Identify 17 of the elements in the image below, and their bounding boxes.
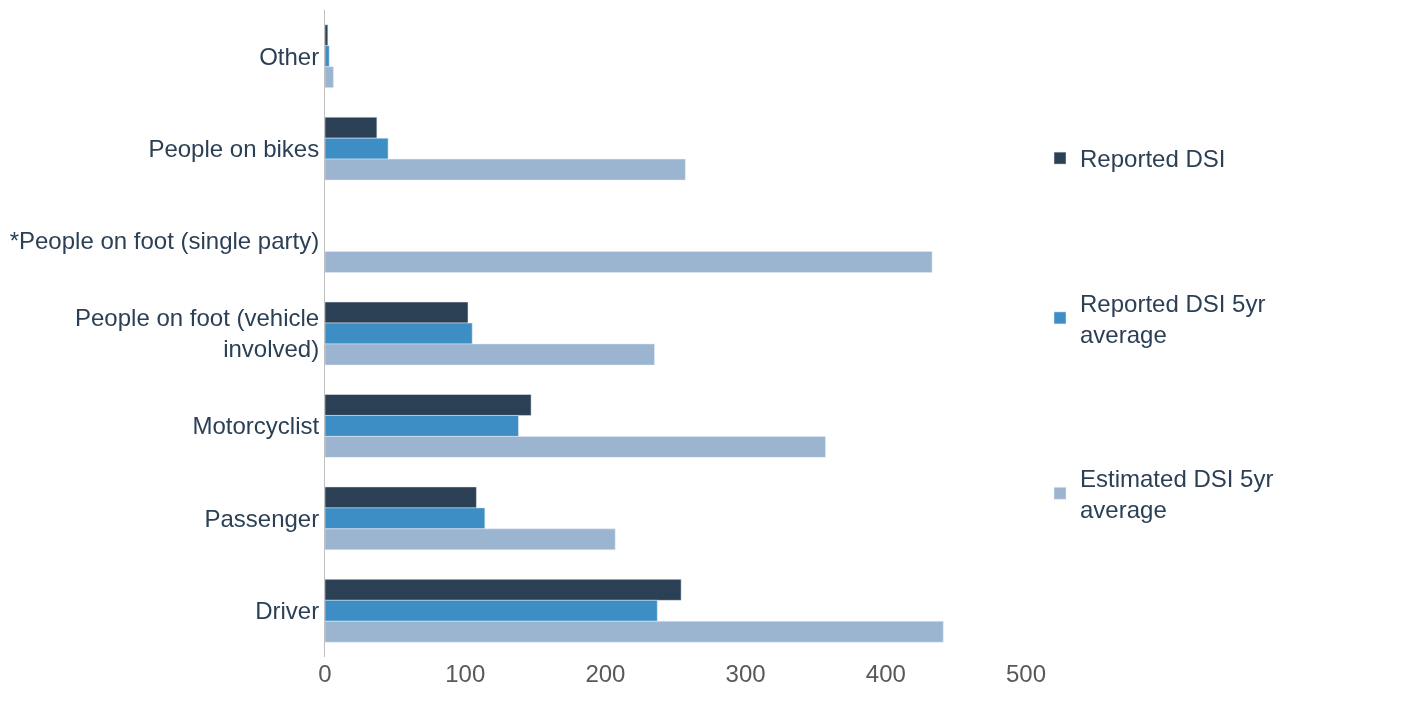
y-tick-label: *People on foot (single party) bbox=[9, 227, 320, 255]
x-tick-label: 500 bbox=[1005, 660, 1047, 687]
x-tick-label: 200 bbox=[585, 660, 626, 687]
x-tick-label: 0 bbox=[318, 660, 332, 687]
legend-label: Estimated DSI 5yr average bbox=[1080, 465, 1274, 524]
legend-label: Reported DSI bbox=[1080, 145, 1226, 173]
y-tick-label: Passenger bbox=[204, 504, 320, 532]
x-tick-label: 300 bbox=[725, 660, 766, 687]
x-tick-label: 100 bbox=[445, 660, 486, 687]
x-tick-label: 400 bbox=[865, 660, 906, 687]
bar bbox=[325, 251, 933, 273]
y-tick-label: Driver bbox=[255, 597, 320, 625]
y-tick-label: Motorcyclist bbox=[192, 412, 320, 440]
y-tick-label: Other bbox=[259, 42, 320, 70]
y-tick-label: People on bikes bbox=[148, 135, 320, 163]
y-tick-label: People on foot (vehicle involved) bbox=[75, 304, 320, 363]
legend-label: Reported DSI 5yr average bbox=[1080, 289, 1266, 348]
